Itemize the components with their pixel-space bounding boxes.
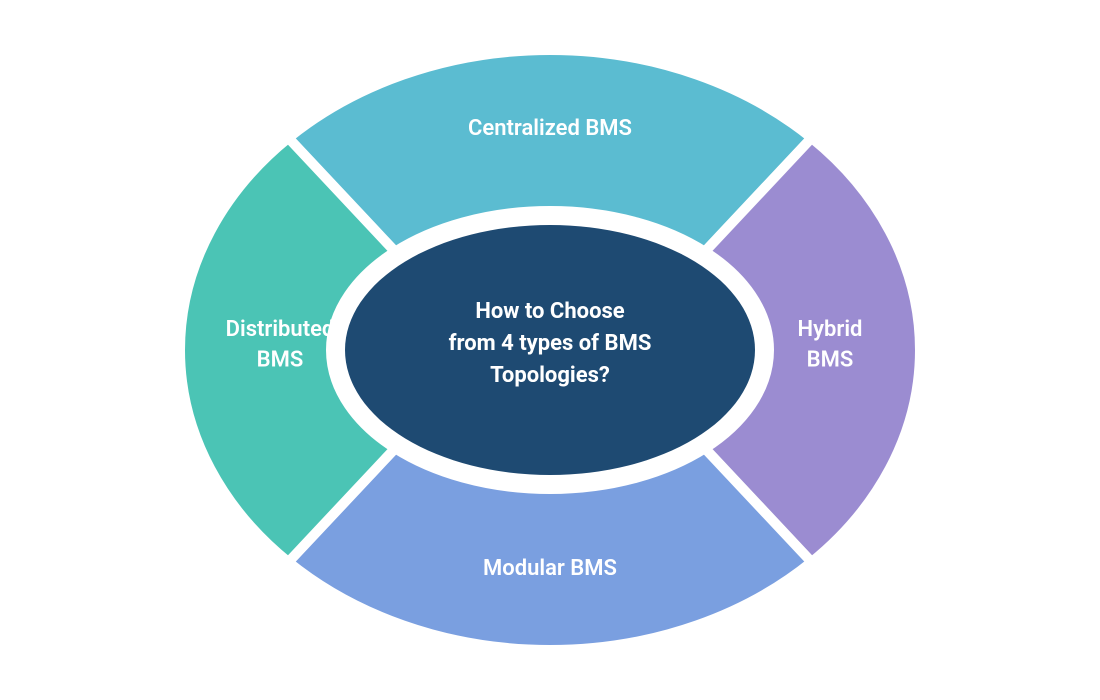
segment-label-modular: Modular BMS [483,556,617,581]
diagram-svg: Centralized BMSHybridBMSModular BMSDistr… [0,0,1100,700]
segment-label-centralized: Centralized BMS [468,116,632,141]
bms-topology-diagram: Centralized BMSHybridBMSModular BMSDistr… [0,0,1100,700]
